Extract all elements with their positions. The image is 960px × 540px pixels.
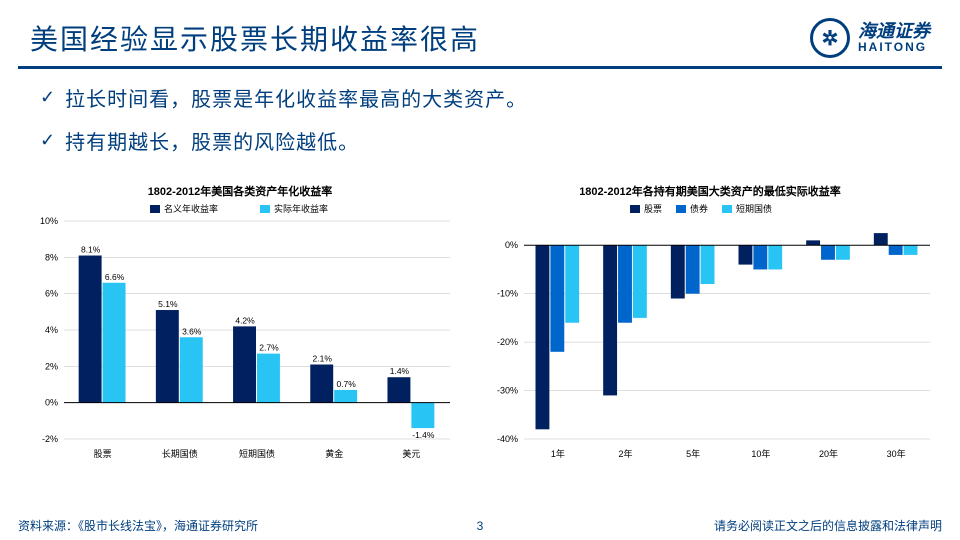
svg-text:6%: 6%: [45, 289, 58, 299]
disclaimer-text: 请务必阅读正文之后的信息披露和法律声明: [714, 517, 942, 534]
svg-text:2年: 2年: [618, 448, 632, 459]
svg-text:-2%: -2%: [42, 434, 58, 444]
chart-row: 1802-2012年美国各类资产年化收益率名义年收益率 实际年收益率 -2% 0% 2%…: [0, 177, 960, 467]
check-icon: ✓: [40, 83, 55, 112]
svg-text:2%: 2%: [45, 361, 58, 371]
svg-text:-10%: -10%: [497, 289, 518, 299]
check-icon: ✓: [40, 126, 55, 155]
svg-text:-30%: -30%: [497, 386, 518, 396]
svg-text:8%: 8%: [45, 252, 58, 262]
page-title: 美国经验显示股票长期收益率很高: [30, 18, 480, 58]
svg-text:1802-2012年各持有期美国大类资产的最低实际收益率: 1802-2012年各持有期美国大类资产的最低实际收益率: [579, 184, 841, 198]
svg-text:名义年收益率: 名义年收益率: [164, 203, 218, 214]
svg-text:3.6%: 3.6%: [182, 326, 202, 336]
svg-text:4.2%: 4.2%: [235, 315, 255, 325]
svg-text:股票: 股票: [644, 204, 662, 214]
logo-cn: 海通证券: [858, 22, 930, 42]
svg-text:2.7%: 2.7%: [259, 343, 279, 353]
svg-text:-1.4%: -1.4%: [412, 430, 435, 440]
svg-text:实际年收益率: 实际年收益率: [274, 203, 328, 214]
svg-text:5.1%: 5.1%: [158, 299, 178, 309]
svg-text:1年: 1年: [551, 448, 565, 459]
svg-text:10%: 10%: [40, 216, 58, 226]
svg-text:1.4%: 1.4%: [390, 366, 410, 376]
svg-text:-20%: -20%: [497, 337, 518, 347]
svg-text:0%: 0%: [45, 398, 58, 408]
svg-text:8.1%: 8.1%: [81, 245, 101, 255]
logo-icon: ✲: [810, 18, 850, 58]
svg-text:1802-2012年美国各类资产年化收益率: 1802-2012年美国各类资产年化收益率: [148, 184, 333, 198]
svg-text:债券: 债券: [690, 203, 708, 214]
bullet-text: 持有期越长，股票的风险越低。: [65, 126, 359, 155]
svg-text:5年: 5年: [686, 448, 700, 459]
svg-text:短期国债: 短期国债: [736, 203, 772, 214]
bullet-text: 拉长时间看，股票是年化收益率最高的大类资产。: [65, 83, 527, 112]
bullet-item: ✓ 拉长时间看，股票是年化收益率最高的大类资产。: [40, 83, 920, 112]
chart-annual-returns: 1802-2012年美国各类资产年化收益率名义年收益率 实际年收益率 -2% 0% 2%…: [20, 177, 460, 467]
chart-min-returns: 1802-2012年各持有期美国大类资产的最低实际收益率股票 债券 短期国债 -40%…: [480, 177, 940, 467]
svg-text:0.7%: 0.7%: [336, 379, 356, 389]
source-text: 资料来源：《股市长线法宝》，海通证券研究所: [18, 517, 258, 534]
svg-text:短期国债: 短期国债: [239, 448, 275, 459]
svg-text:长期国债: 长期国债: [162, 448, 198, 459]
svg-text:30年: 30年: [887, 448, 906, 459]
svg-text:6.6%: 6.6%: [105, 272, 125, 282]
svg-text:-40%: -40%: [497, 434, 518, 444]
svg-text:20年: 20年: [819, 448, 838, 459]
svg-text:4%: 4%: [45, 325, 58, 335]
svg-text:美元: 美元: [402, 448, 420, 459]
brand-logo: ✲ 海通证券 HAITONG: [810, 18, 930, 58]
svg-text:股票: 股票: [94, 449, 112, 459]
bullet-list: ✓ 拉长时间看，股票是年化收益率最高的大类资产。 ✓ 持有期越长，股票的风险越低…: [0, 69, 960, 177]
svg-text:10年: 10年: [751, 448, 770, 459]
svg-text:0%: 0%: [505, 240, 518, 250]
bullet-item: ✓ 持有期越长，股票的风险越低。: [40, 126, 920, 155]
logo-en: HAITONG: [858, 41, 930, 54]
svg-text:2.1%: 2.1%: [313, 354, 333, 364]
footer: 资料来源：《股市长线法宝》，海通证券研究所 3 请务必阅读正文之后的信息披露和法…: [0, 517, 960, 534]
svg-text:黄金: 黄金: [325, 448, 343, 459]
header: 美国经验显示股票长期收益率很高 ✲ 海通证券 HAITONG: [0, 0, 960, 66]
page-number: 3: [477, 519, 484, 533]
